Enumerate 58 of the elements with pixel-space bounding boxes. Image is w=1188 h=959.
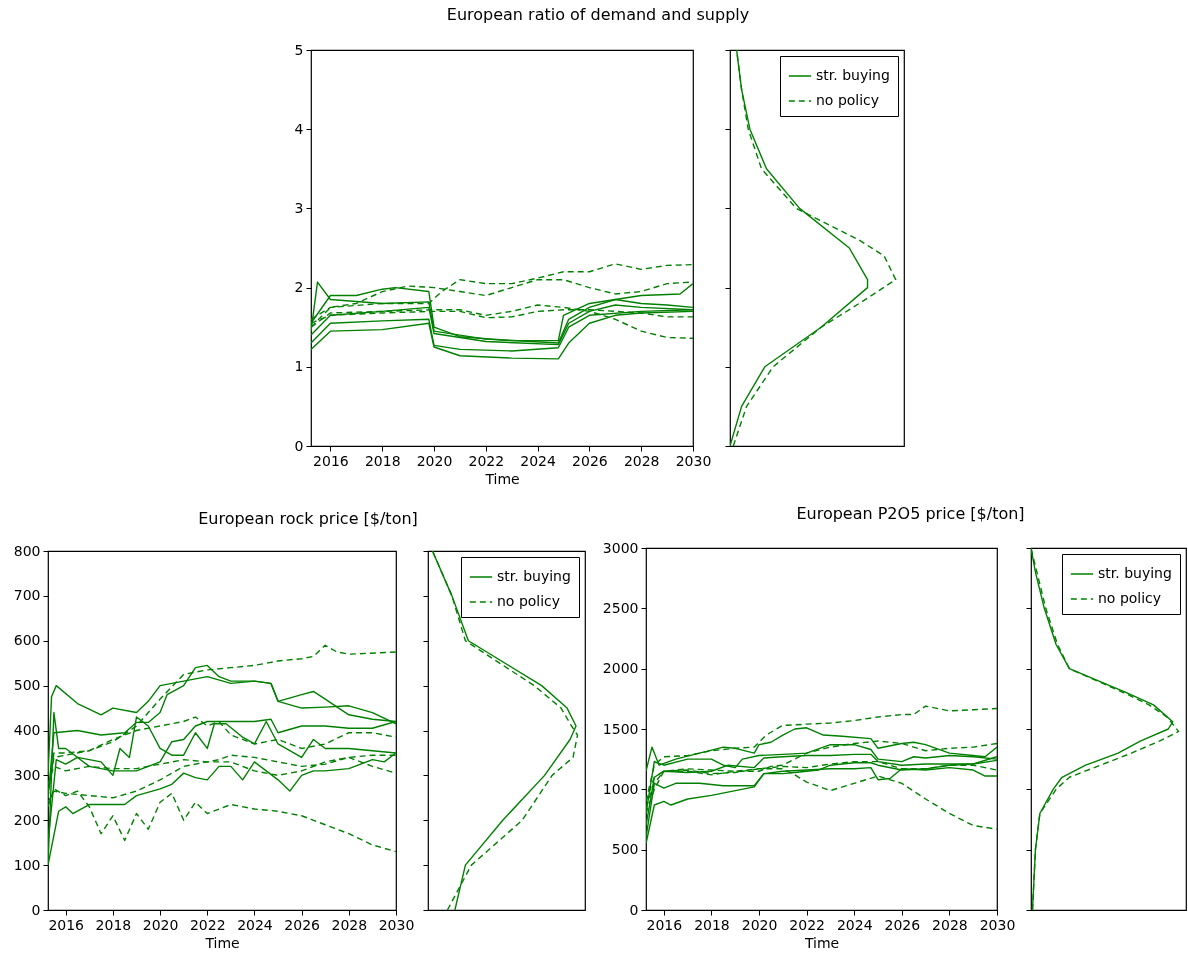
x-tick-label: 2026 bbox=[284, 916, 321, 933]
y-tick-label: 3 bbox=[294, 199, 304, 216]
chart-title: European P2O5 price [$/ton] bbox=[796, 504, 1025, 523]
y-tick-label: 2 bbox=[294, 279, 304, 296]
x-tick-label: 2024 bbox=[836, 916, 873, 933]
x-axis-title: Time bbox=[803, 934, 840, 951]
y-tick-label: 600 bbox=[13, 632, 41, 649]
x-tick-label: 2022 bbox=[789, 916, 825, 933]
y-tick-label: 300 bbox=[13, 766, 41, 783]
y-tick-label: 700 bbox=[13, 587, 41, 604]
legend-label: str. buying bbox=[816, 67, 890, 83]
x-axis-title: Time bbox=[484, 470, 520, 487]
y-tick-label: 800 bbox=[13, 542, 41, 559]
x-tick-label: 2022 bbox=[468, 452, 505, 469]
x-tick-label: 2020 bbox=[741, 916, 778, 933]
x-tick-label: 2024 bbox=[520, 452, 557, 469]
y-tick-label: 1 bbox=[294, 358, 304, 375]
x-tick-label: 2020 bbox=[416, 452, 453, 469]
y-tick-label: 0 bbox=[31, 901, 41, 918]
x-tick-label: 2022 bbox=[189, 916, 226, 933]
legend-label: no policy bbox=[497, 593, 561, 609]
y-tick-label: 2500 bbox=[602, 599, 639, 616]
x-tick-label: 2028 bbox=[623, 452, 660, 469]
legend-label: no policy bbox=[1098, 590, 1162, 606]
x-tick-label: 2018 bbox=[364, 452, 401, 469]
y-tick-label: 500 bbox=[611, 841, 639, 858]
y-tick-label: 200 bbox=[13, 811, 41, 828]
x-tick-label: 2018 bbox=[95, 916, 132, 933]
y-tick-label: 400 bbox=[13, 722, 41, 738]
x-tick-label: 2020 bbox=[142, 916, 179, 933]
legend-label: no policy bbox=[816, 92, 880, 108]
chart-title: European ratio of demand and supply bbox=[446, 5, 750, 24]
chart-title: European rock price [$/ton] bbox=[198, 509, 418, 528]
x-tick-label: 2028 bbox=[932, 916, 968, 933]
x-tick-label: 2026 bbox=[572, 452, 608, 469]
x-tick-label: 2028 bbox=[331, 916, 368, 933]
x-axis-title: Time bbox=[204, 934, 240, 951]
y-tick-label: 100 bbox=[13, 856, 41, 873]
x-tick-label: 2016 bbox=[48, 916, 85, 933]
y-tick-label: 1000 bbox=[602, 780, 639, 797]
x-tick-label: 2030 bbox=[979, 916, 1016, 933]
y-tick-label: 4 bbox=[294, 120, 304, 137]
legend-label: str. buying bbox=[497, 568, 571, 584]
y-tick-label: 2000 bbox=[602, 660, 639, 677]
x-tick-label: 2030 bbox=[675, 452, 712, 469]
y-tick-label: 3000 bbox=[602, 539, 639, 556]
legend-label: str. buying bbox=[1098, 565, 1172, 581]
y-tick-label: 1500 bbox=[602, 720, 639, 737]
x-tick-label: 2030 bbox=[378, 916, 415, 933]
y-tick-label: 500 bbox=[13, 677, 41, 694]
y-tick-label: 0 bbox=[294, 437, 304, 454]
x-tick-label: 2016 bbox=[313, 452, 349, 469]
y-tick-label: 0 bbox=[629, 901, 639, 918]
x-tick-label: 2016 bbox=[646, 916, 683, 933]
y-tick-label: 5 bbox=[294, 41, 304, 58]
x-tick-label: 2024 bbox=[237, 916, 273, 933]
x-tick-label: 2026 bbox=[884, 916, 921, 933]
x-tick-label: 2018 bbox=[694, 916, 730, 933]
